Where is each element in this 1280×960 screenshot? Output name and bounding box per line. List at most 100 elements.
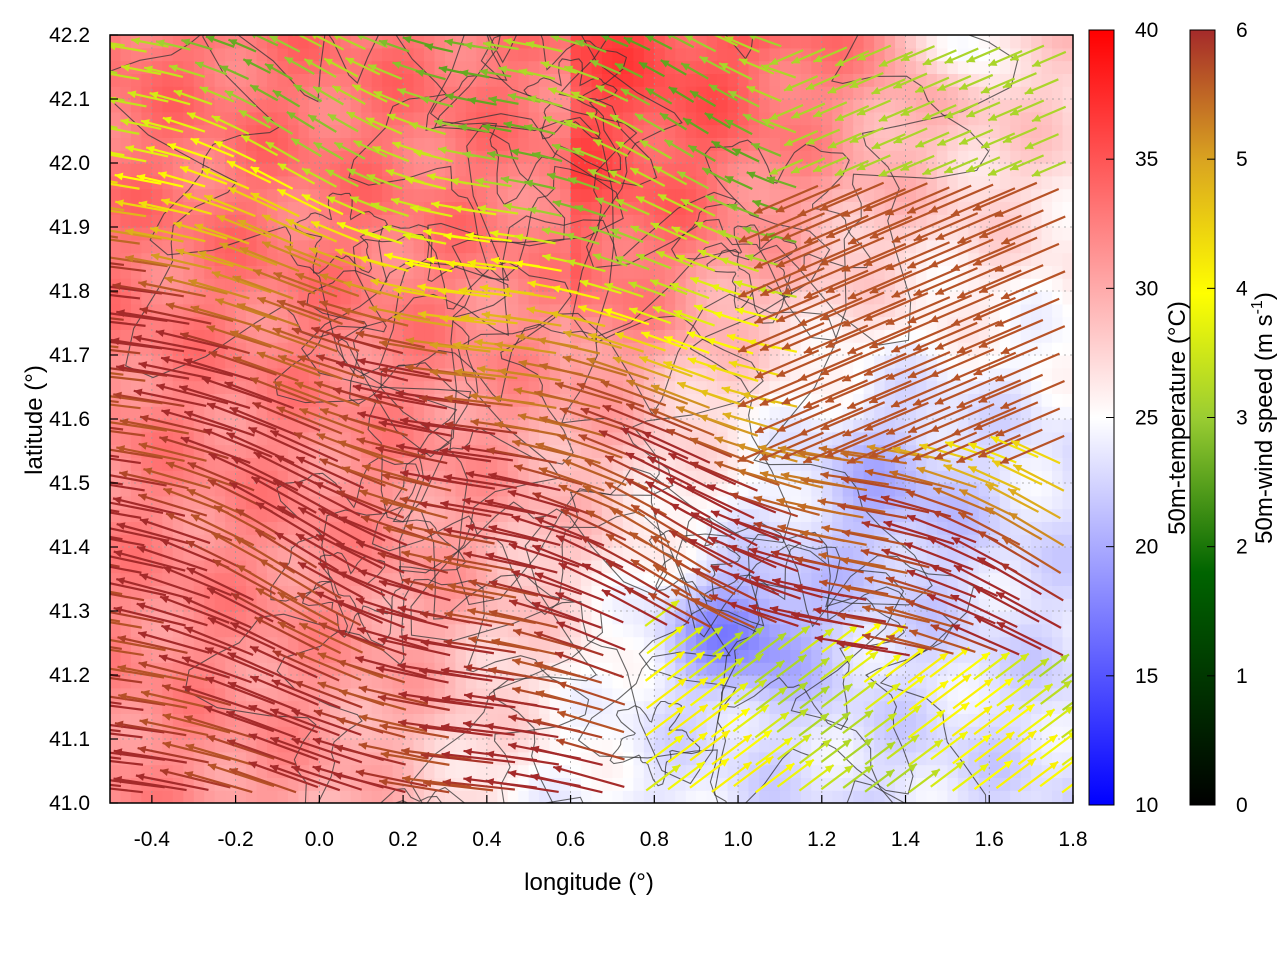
temperature-cell bbox=[497, 700, 509, 714]
temperature-cell bbox=[779, 329, 791, 343]
temperature-cell bbox=[853, 739, 865, 753]
temperature-cell bbox=[915, 35, 928, 49]
temperature-cell bbox=[476, 47, 488, 62]
temperature-cell bbox=[968, 777, 980, 791]
temperature-cell bbox=[298, 419, 310, 433]
temperature-cell bbox=[110, 508, 122, 522]
temperature-cell bbox=[130, 572, 143, 586]
temperature-cell bbox=[382, 662, 394, 676]
temperature-cell bbox=[528, 790, 540, 803]
temperature-cell bbox=[643, 150, 655, 164]
temperature-cell bbox=[675, 726, 687, 740]
temperature-cell bbox=[601, 175, 614, 190]
temperature-cell bbox=[497, 675, 509, 689]
temperature-cell bbox=[371, 521, 383, 535]
temperature-cell bbox=[968, 457, 980, 471]
temperature-cell bbox=[497, 406, 509, 420]
temperature-cell bbox=[465, 457, 477, 471]
temperature-cell bbox=[424, 483, 436, 497]
temperature-cell bbox=[204, 150, 216, 164]
temperature-cell bbox=[853, 457, 865, 471]
temperature-cell bbox=[329, 713, 341, 727]
temperature-cell bbox=[622, 47, 634, 62]
temperature-cell bbox=[246, 124, 258, 138]
temperature-cell bbox=[853, 278, 865, 292]
temperature-cell bbox=[444, 764, 457, 778]
temperature-cell bbox=[664, 73, 676, 87]
temperature-cell bbox=[706, 163, 718, 177]
temperature-cell bbox=[465, 508, 477, 522]
temperature-cell bbox=[444, 252, 457, 266]
temperature-cell bbox=[601, 662, 614, 676]
temperature-cell bbox=[214, 201, 226, 215]
temperature-cell bbox=[727, 252, 739, 266]
temperature-cell bbox=[664, 265, 676, 279]
temperature-cell bbox=[758, 764, 771, 778]
temperature-cell bbox=[748, 406, 760, 420]
temperature-cell bbox=[696, 355, 708, 369]
temperature-cell bbox=[560, 444, 572, 458]
temperature-cell bbox=[591, 99, 603, 113]
temperature-cell bbox=[612, 47, 624, 62]
temperature-cell bbox=[675, 431, 687, 446]
temperature-cell bbox=[486, 483, 498, 497]
temperature-cell bbox=[601, 406, 614, 420]
temperature-cell bbox=[151, 495, 163, 510]
temperature-cell bbox=[361, 35, 373, 49]
temperature-cell bbox=[685, 547, 697, 561]
temperature-cell bbox=[905, 303, 917, 318]
temperature-cell bbox=[800, 713, 812, 727]
temperature-cell bbox=[706, 611, 718, 625]
temperature-cell bbox=[246, 35, 258, 49]
temperature-cell bbox=[172, 278, 184, 292]
temperature-cell bbox=[392, 86, 404, 100]
temperature-cell bbox=[549, 751, 561, 766]
temperature-cell bbox=[235, 457, 247, 471]
temperature-cell bbox=[507, 585, 519, 599]
temperature-cell bbox=[560, 201, 572, 215]
temperature-cell bbox=[936, 329, 948, 343]
temperature-cell bbox=[277, 278, 289, 292]
temperature-cell bbox=[287, 751, 300, 766]
temperature-cell bbox=[256, 649, 268, 663]
temperature-cell bbox=[675, 265, 687, 279]
temperature-cell bbox=[863, 713, 875, 727]
temperature-cell bbox=[884, 713, 896, 727]
temperature-cell bbox=[392, 726, 404, 740]
temperature-cell bbox=[319, 380, 331, 394]
temperature-cell bbox=[821, 790, 833, 803]
temperature-cell bbox=[476, 239, 488, 254]
temperature-cell bbox=[151, 777, 163, 791]
temperature-cell bbox=[549, 99, 561, 113]
temperature-cell bbox=[371, 227, 383, 241]
temperature-cell bbox=[696, 406, 708, 420]
temperature-cell bbox=[162, 47, 174, 62]
temperature-cell bbox=[769, 35, 781, 49]
temperature-cell bbox=[350, 751, 362, 766]
temperature-cell bbox=[486, 291, 498, 305]
temperature-cell bbox=[926, 495, 938, 510]
temperature-cell bbox=[727, 380, 739, 394]
temperature-cell bbox=[204, 47, 216, 62]
temperature-cell bbox=[779, 188, 791, 202]
temperature-cell bbox=[832, 598, 844, 612]
temperature-cell bbox=[214, 239, 226, 254]
temperature-cell bbox=[727, 739, 739, 753]
temperature-cell bbox=[706, 623, 718, 638]
temperature-cell bbox=[863, 329, 875, 343]
temperature-cell bbox=[214, 662, 226, 676]
temperature-cell bbox=[486, 137, 498, 151]
temperature-cell bbox=[193, 764, 205, 778]
temperature-cell bbox=[811, 99, 823, 113]
temperature-cell bbox=[957, 150, 969, 164]
temperature-cell bbox=[591, 572, 603, 586]
temperature-cell bbox=[591, 303, 603, 318]
temperature-cell bbox=[915, 329, 928, 343]
temperature-cell bbox=[842, 726, 854, 740]
temperature-cell bbox=[738, 60, 750, 74]
temperature-cell bbox=[277, 598, 289, 612]
temperature-cell bbox=[256, 47, 268, 62]
temperature-cell bbox=[413, 547, 425, 561]
temperature-cell bbox=[528, 188, 540, 202]
temperature-cell bbox=[842, 457, 854, 471]
